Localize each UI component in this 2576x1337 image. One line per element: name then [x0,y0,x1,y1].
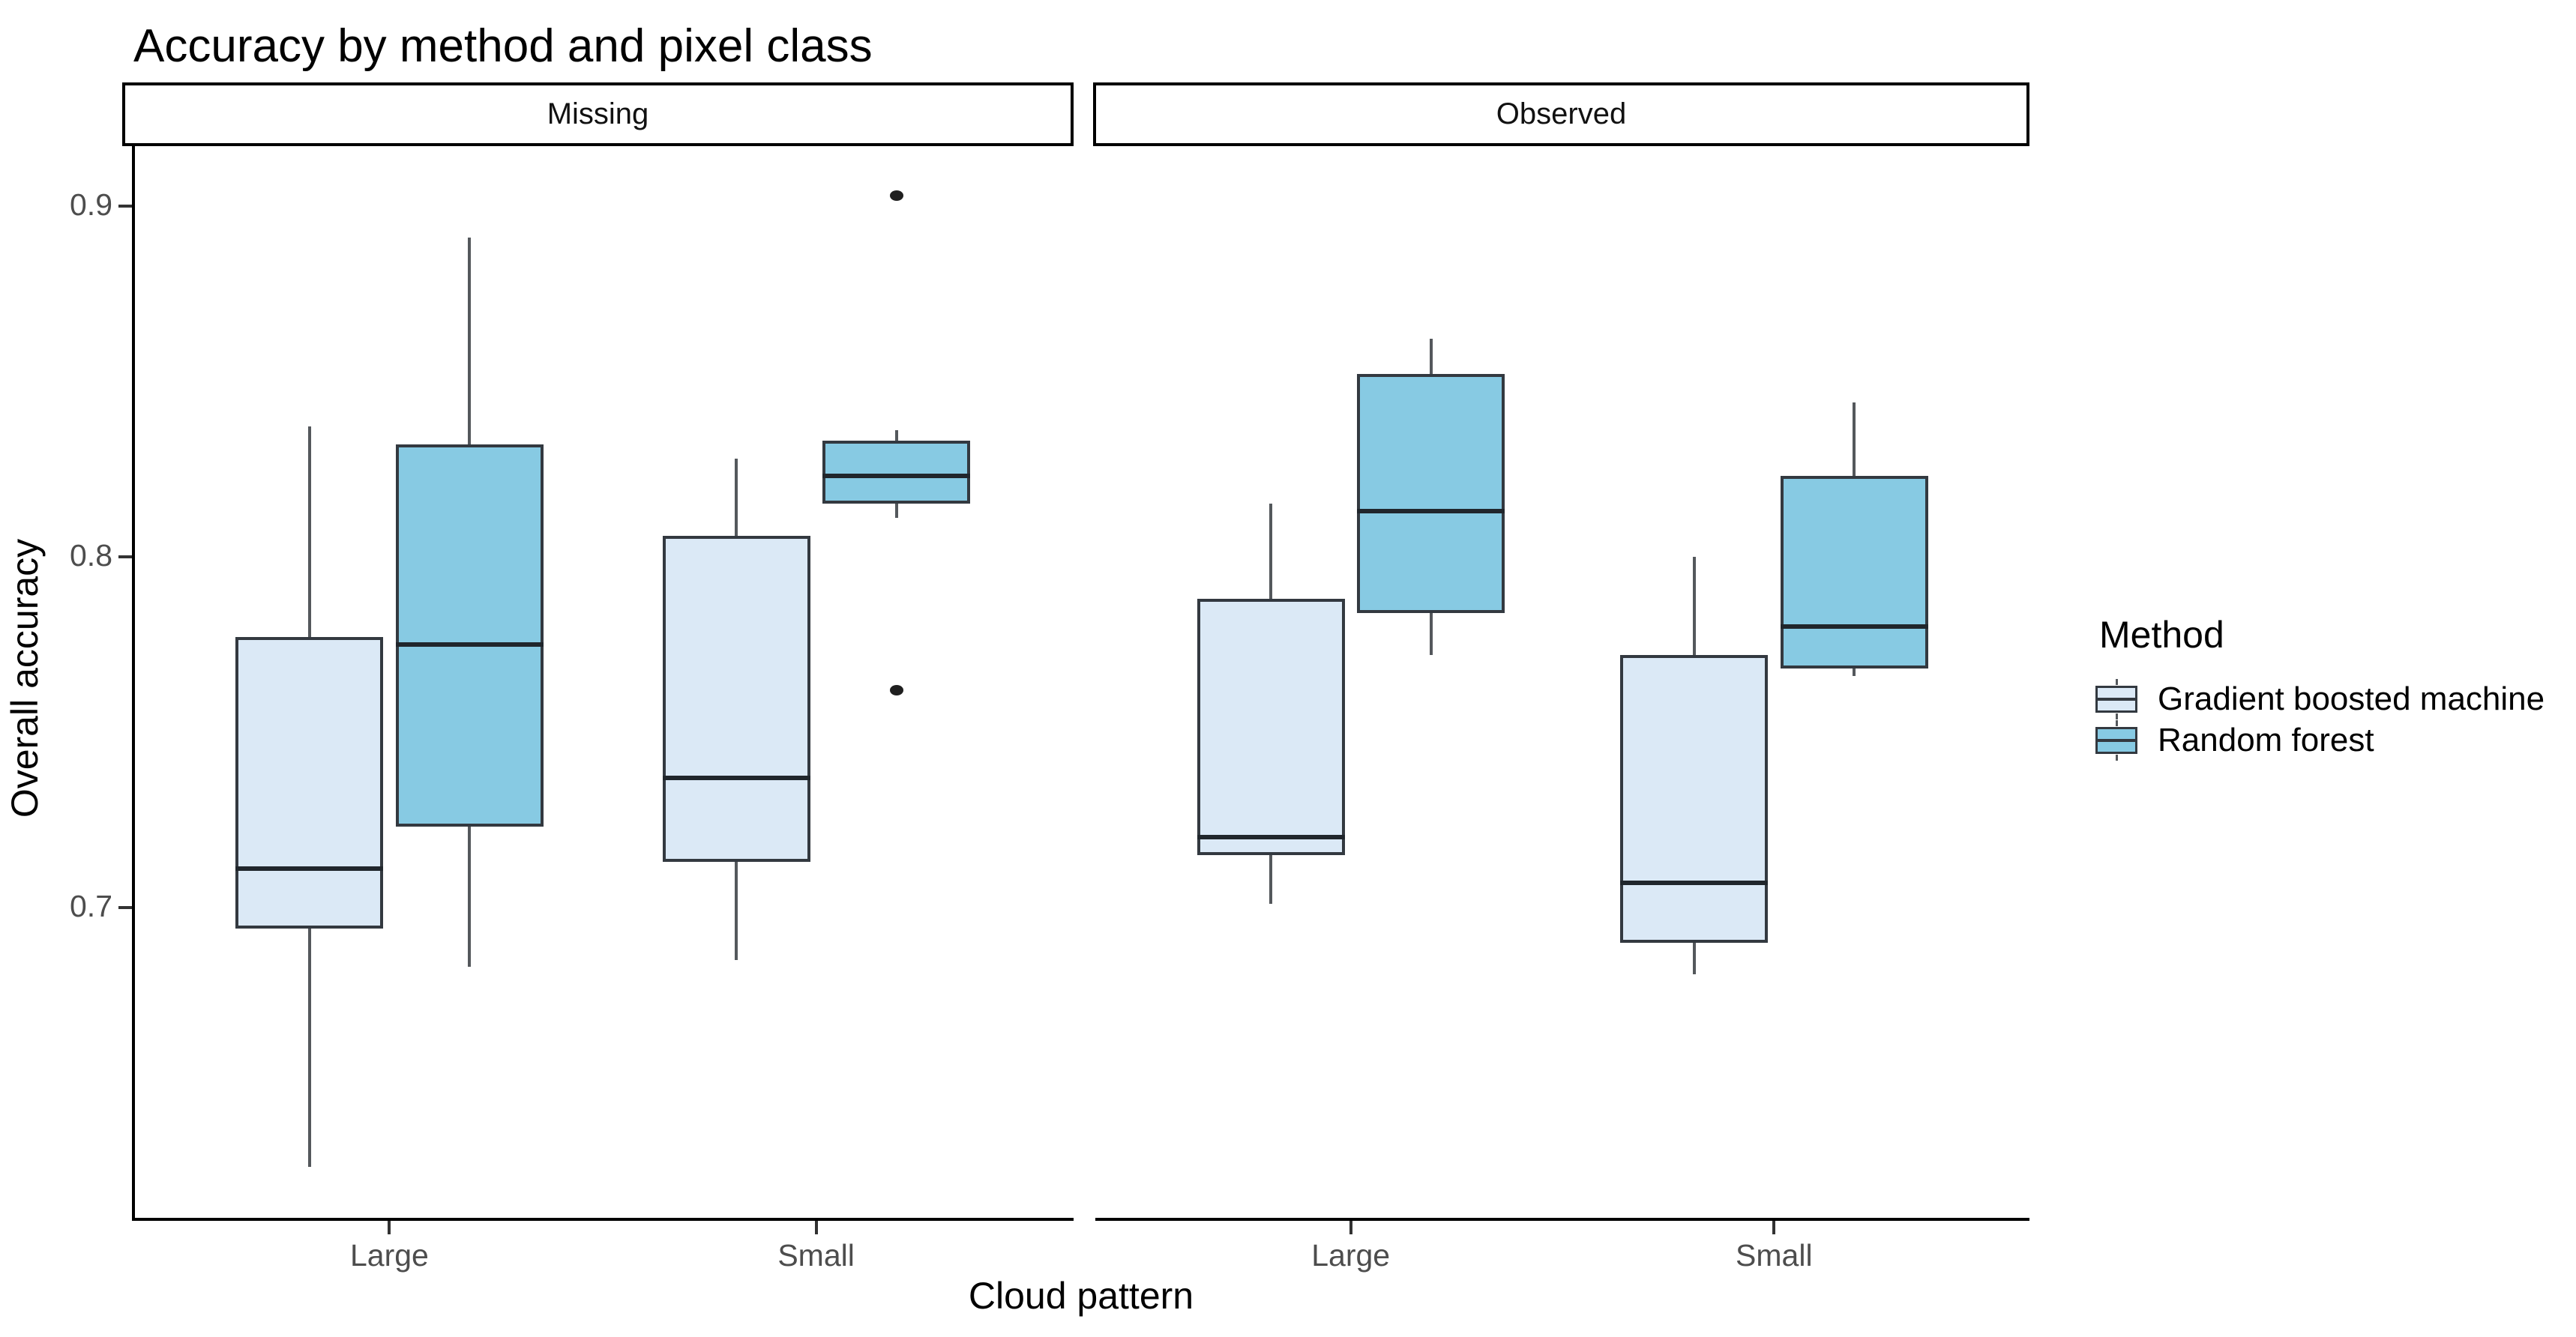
whisker-lower [735,861,738,960]
y-tick-mark [118,555,132,558]
facet-strip-missing-label: Missing [547,97,649,130]
median-line [1620,880,1769,885]
x-tick-mark [814,1221,818,1234]
box [395,444,544,827]
median-line [662,775,810,780]
legend-label-rf: Random forest [2158,722,2374,758]
y-axis-title: Overall accuracy [4,538,46,818]
chart-title: Accuracy by method and pixel class [133,20,873,72]
median-line [235,866,384,872]
x-tick-label: Large [1311,1238,1391,1273]
y-tick-mark [118,905,132,909]
legend-key-gbm-boxplot-icon [2095,679,2138,719]
whisker-lower [1269,854,1273,905]
box [1197,598,1345,855]
whisker-upper [307,426,311,638]
y-tick-mark [118,204,132,208]
whisker-upper [1429,339,1433,375]
box [662,535,810,862]
x-axis-line-observed [1095,1218,2029,1221]
outlier-point [889,684,903,695]
median-line [1780,624,1928,630]
median-line [395,642,544,647]
whisker-lower [1853,668,1856,676]
whisker-lower [894,504,898,519]
x-tick-label: Small [777,1238,855,1273]
box [1620,654,1769,943]
facet-strip-observed: Observed [1093,82,2029,146]
facet-strip-missing: Missing [122,82,1074,146]
y-axis-line [132,146,135,1221]
box [822,441,971,504]
x-tick-label: Large [349,1238,429,1273]
whisker-lower [1692,942,1696,974]
whisker-lower [468,827,472,968]
whisker-upper [468,237,472,444]
legend-entry-rf: Random forest [2095,720,2374,761]
whisker-upper [1692,556,1696,655]
whisker-lower [1429,612,1433,655]
legend-title: Method [2099,614,2224,656]
x-tick-mark [1349,1221,1352,1234]
whisker-lower [307,928,311,1168]
y-tick-label: 0.8 [70,537,112,573]
y-tick-label: 0.9 [70,187,112,222]
y-tick-label: 0.7 [70,888,112,923]
whisker-upper [894,430,898,441]
outlier-point [889,190,903,201]
box [1780,476,1928,669]
x-tick-mark [1772,1221,1776,1234]
x-tick-label: Small [1736,1238,1813,1273]
legend-key-rf-boxplot-icon [2095,720,2138,761]
legend-label-gbm: Gradient boosted machine [2158,680,2545,717]
whisker-upper [1853,402,1856,476]
facet-strip-observed-label: Observed [1496,97,1627,130]
x-tick-mark [388,1221,391,1234]
legend-entry-gbm: Gradient boosted machine [2095,679,2545,719]
median-line [1357,508,1505,513]
x-axis-title: Cloud pattern [968,1275,1194,1317]
whisker-upper [1269,504,1273,599]
median-line [822,474,971,478]
box [235,637,384,929]
x-axis-line-missing [132,1218,1074,1221]
whisker-upper [735,458,738,536]
median-line [1197,835,1345,840]
box [1357,374,1505,613]
